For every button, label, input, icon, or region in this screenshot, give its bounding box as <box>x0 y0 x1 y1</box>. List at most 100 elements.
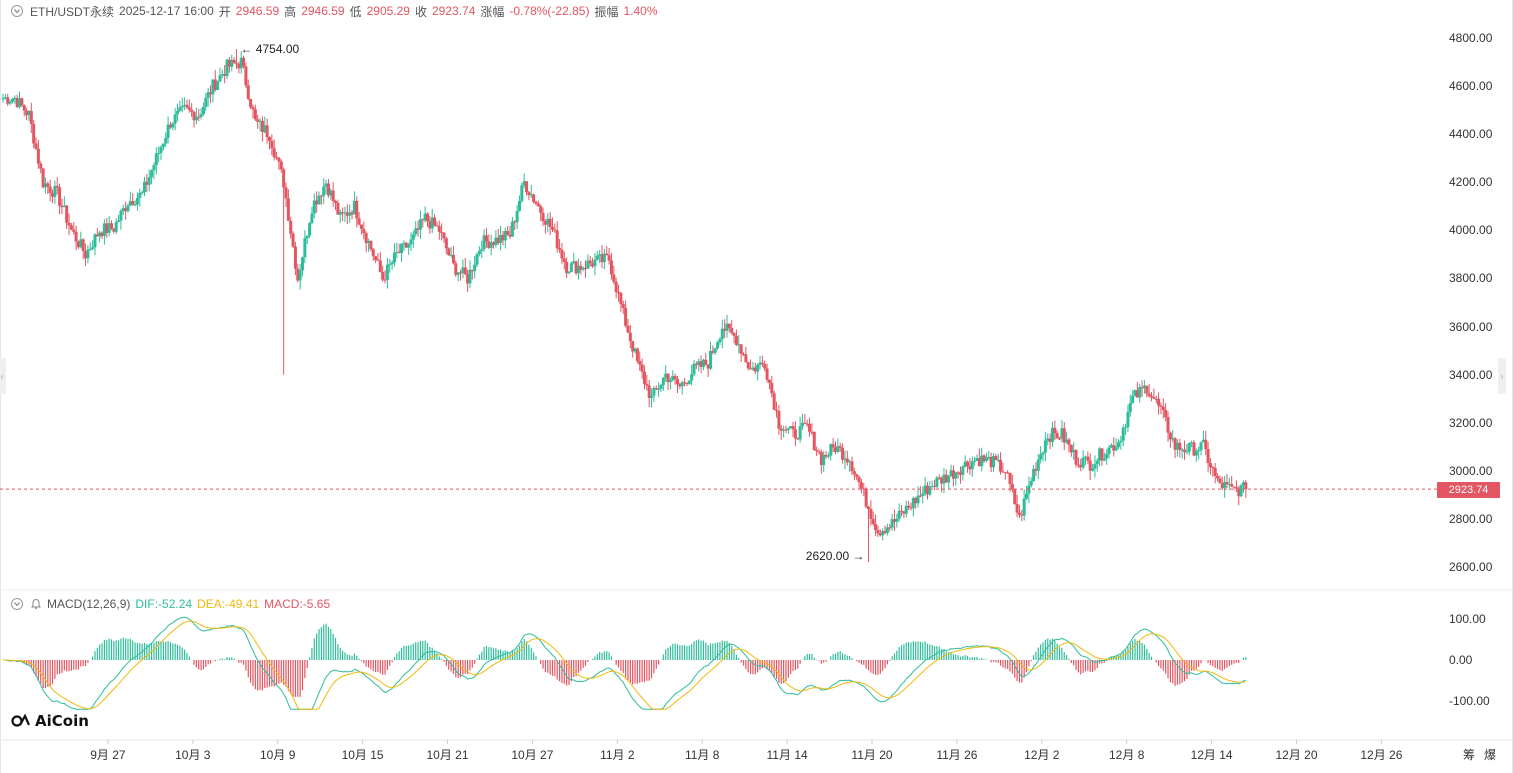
candle-body <box>423 213 427 221</box>
candle-body <box>376 259 380 261</box>
candle-body <box>944 474 948 483</box>
candle-body <box>822 454 826 466</box>
candle-body <box>8 101 12 104</box>
macd-indicator-name[interactable]: MACD(12,26,9) <box>47 597 131 611</box>
candle-body <box>374 256 378 260</box>
macd-collapse-chevron-icon[interactable] <box>11 598 23 610</box>
candle-body <box>199 114 203 118</box>
candle-body <box>411 234 415 240</box>
candle-body <box>775 409 779 411</box>
candle-body <box>1239 485 1243 497</box>
candle-body <box>1069 444 1073 453</box>
candle-body <box>857 476 861 483</box>
candle-body <box>593 259 597 267</box>
candle-body <box>534 201 538 204</box>
candle-body <box>317 195 321 205</box>
candle-body <box>277 157 281 162</box>
candle-body <box>584 267 588 269</box>
candle-body <box>619 292 623 305</box>
left-panel-toggle[interactable]: ‹ <box>0 358 6 394</box>
candle-body <box>138 192 142 198</box>
candle-body <box>1121 427 1125 441</box>
candle-body <box>352 200 356 215</box>
candle-body <box>812 431 816 451</box>
chip-distribution-button[interactable]: 筹 <box>1463 748 1476 762</box>
candle-body <box>763 363 767 369</box>
candle-body <box>369 240 373 250</box>
collapse-chevron-icon[interactable] <box>11 5 23 17</box>
candle-body <box>640 364 644 372</box>
candle-body <box>185 104 189 108</box>
candle-body <box>74 231 78 242</box>
candle-body <box>1086 456 1090 461</box>
candle-body <box>171 123 175 128</box>
candle-body <box>76 241 80 248</box>
candle-body <box>1220 483 1224 489</box>
candle-body <box>468 269 472 284</box>
candle-body <box>770 382 774 394</box>
candle-body <box>760 362 764 364</box>
candle-body <box>897 510 901 519</box>
symbol-name[interactable]: ETH/USDT永续 <box>30 4 115 19</box>
candle-body <box>815 450 819 452</box>
candle-body <box>824 454 828 457</box>
macd-histogram-value: MACD:-5.65 <box>264 597 331 611</box>
candle-body <box>319 195 323 197</box>
aicoin-logo: AiCoin <box>11 712 89 730</box>
candle-body <box>947 476 951 483</box>
candle-body <box>617 292 621 294</box>
candle-body <box>121 208 125 211</box>
candle-body <box>1152 397 1156 399</box>
candle-body <box>555 230 559 249</box>
candle-body <box>364 233 368 244</box>
candle-body <box>242 57 246 67</box>
candle-body <box>102 223 106 237</box>
liquidation-button[interactable]: 爆 <box>1484 748 1497 762</box>
candle-body <box>737 344 741 346</box>
candle-body <box>560 249 564 259</box>
candle-body <box>1093 464 1097 469</box>
candle-body <box>1105 453 1109 459</box>
candle-body <box>1204 439 1208 450</box>
candle-body <box>72 229 76 232</box>
candle-body <box>779 428 783 431</box>
candle-body <box>1055 432 1059 439</box>
candle-body <box>1098 448 1102 461</box>
candle-body <box>272 148 276 158</box>
candle-body <box>652 388 656 396</box>
candle-body <box>482 235 486 250</box>
candle-body <box>536 203 540 207</box>
candle-body <box>62 205 66 208</box>
candle-body <box>289 220 293 234</box>
candle-body <box>808 423 812 432</box>
candle-body <box>15 98 19 107</box>
candle-body <box>34 143 38 149</box>
price-axis-label: 3600.00 <box>1449 319 1493 334</box>
candle-body <box>1091 468 1095 471</box>
candle-body <box>348 212 352 216</box>
candle-body <box>980 455 984 467</box>
candle-body <box>154 153 158 166</box>
candle-body <box>39 163 43 169</box>
candle-body <box>1022 498 1026 516</box>
candle-body <box>107 223 111 233</box>
candle-body <box>935 477 939 487</box>
candle-body <box>301 257 305 271</box>
candle-body <box>79 239 83 248</box>
candle-body <box>1036 459 1040 471</box>
candle-body <box>20 98 24 106</box>
candle-body <box>638 360 642 365</box>
candle-body <box>1067 439 1071 445</box>
high-marker-label: ← 4754.00 <box>240 42 299 56</box>
candle-body <box>833 447 837 452</box>
candle-body <box>324 183 328 187</box>
candle-body <box>112 228 116 232</box>
candle-body <box>173 114 177 124</box>
candle-body <box>451 254 455 264</box>
right-panel-toggle[interactable]: › <box>1498 358 1506 394</box>
candle-body <box>850 461 854 472</box>
candle-body <box>166 124 170 138</box>
alert-bell-icon[interactable] <box>30 598 42 610</box>
candle-body <box>852 471 856 475</box>
